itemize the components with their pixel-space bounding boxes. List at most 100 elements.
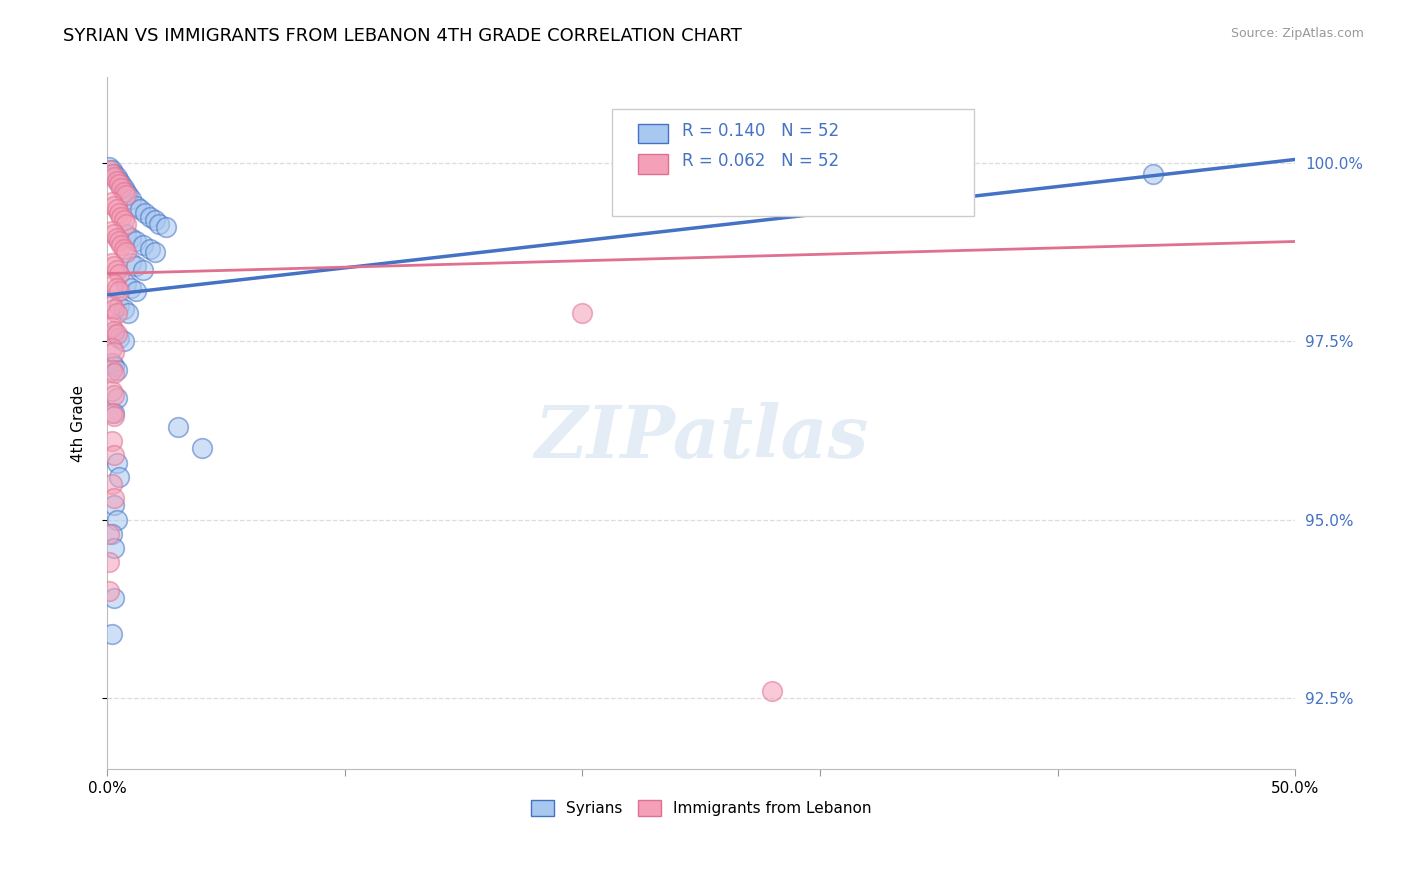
Point [117,188,139,202]
Point [103,491,125,506]
Point [143,213,166,227]
Bar [638,124,668,144]
Point [105,456,128,470]
Point [98,160,121,174]
Point [120,256,142,270]
Point [101,356,124,370]
Point [112,242,135,256]
Point [105,306,128,320]
Point [101,320,124,334]
Point [108,235,131,249]
Point [103,406,125,420]
Point [103,277,125,292]
Point [115,245,138,260]
Point [124,199,146,213]
Point [115,277,138,292]
Point [101,167,124,181]
Point [124,285,146,299]
Point [101,527,124,541]
Point [105,263,128,277]
Point [124,235,146,249]
Point [103,170,125,185]
Text: R = 0.140   N = 52: R = 0.140 N = 52 [682,121,839,140]
Point [108,206,131,220]
Point [101,256,124,270]
Point [101,363,124,377]
Point [148,217,170,231]
Point [124,260,146,274]
Point [103,260,125,274]
Point [108,299,131,313]
Point [103,199,125,213]
Point [101,195,124,210]
Point [101,434,124,449]
Point [167,420,190,434]
Point [103,167,125,181]
Point [103,499,125,513]
Point [155,220,177,235]
Bar [638,154,668,174]
Point [103,541,125,556]
Point [103,345,125,359]
Point [110,178,132,192]
Point [115,217,138,231]
Point [101,384,124,399]
Point [132,263,155,277]
Point [112,213,135,227]
Point [98,556,121,570]
Point [761,683,783,698]
Point [115,185,138,199]
Text: SYRIAN VS IMMIGRANTS FROM LEBANON 4TH GRADE CORRELATION CHART: SYRIAN VS IMMIGRANTS FROM LEBANON 4TH GR… [63,27,742,45]
FancyBboxPatch shape [612,109,974,216]
Point [105,202,128,217]
Point [108,285,131,299]
Point [105,174,128,188]
Point [110,181,132,195]
Point [103,388,125,402]
Point [101,627,124,641]
Point [105,363,128,377]
Point [1142,167,1164,181]
Point [571,306,593,320]
Point [120,192,142,206]
Point [101,299,124,313]
Point [103,324,125,338]
Point [139,210,162,224]
Point [120,281,142,295]
Point [98,527,121,541]
Point [105,231,128,245]
Point [101,406,124,420]
Y-axis label: 4th Grade: 4th Grade [72,384,86,462]
Point [98,584,121,599]
Point [108,174,131,188]
Point [105,392,128,406]
Point [103,449,125,463]
Point [103,227,125,242]
Point [132,238,155,252]
Point [105,281,128,295]
Point [785,178,807,192]
Point [191,442,214,456]
Text: Source: ZipAtlas.com: Source: ZipAtlas.com [1230,27,1364,40]
Text: R = 0.062   N = 52: R = 0.062 N = 52 [682,153,839,170]
Point [115,227,138,242]
Point [101,163,124,178]
Point [110,238,132,252]
Point [112,185,135,199]
Point [112,334,135,349]
Point [108,331,131,345]
Legend: Syrians, Immigrants from Lebanon: Syrians, Immigrants from Lebanon [523,793,879,824]
Point [129,202,152,217]
Point [103,591,125,606]
Point [108,178,131,192]
Point [105,170,128,185]
Point [101,477,124,491]
Point [101,342,124,356]
Point [103,367,125,381]
Point [117,306,139,320]
Point [115,188,138,202]
Point [112,302,135,317]
Text: ZIPatlas: ZIPatlas [534,401,868,473]
Point [105,513,128,527]
Point [103,409,125,424]
